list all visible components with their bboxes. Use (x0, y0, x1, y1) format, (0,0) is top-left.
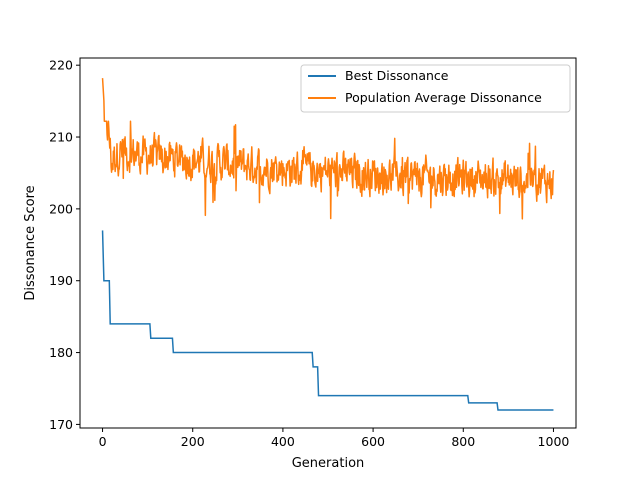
x-tick-label: 400 (271, 434, 295, 449)
y-tick-label: 220 (49, 58, 73, 73)
plot-frame (79, 57, 577, 429)
series-layer (101, 78, 555, 411)
y-tick-label: 170 (49, 417, 73, 432)
legend-box (300, 64, 571, 113)
series-line-population-average (101, 78, 555, 220)
x-tick-label: 600 (361, 434, 385, 449)
y-tick-label: 180 (49, 345, 73, 360)
legend: Best Dissonance Population Average Disso… (300, 64, 571, 113)
x-tick-label: 1000 (538, 434, 570, 449)
y-axis: 170 180 190 200 210 220 (49, 58, 80, 432)
y-tick-label: 210 (49, 130, 73, 145)
x-tick-label: 200 (181, 434, 205, 449)
x-axis-label: Generation (292, 456, 365, 471)
legend-label-population-average: Population Average Dissonance (345, 90, 542, 105)
y-tick-label: 190 (49, 273, 73, 288)
legend-label-best: Best Dissonance (345, 68, 449, 83)
y-tick-label: 200 (49, 201, 73, 216)
x-tick-label: 800 (451, 434, 475, 449)
x-tick-label: 0 (99, 434, 107, 449)
x-axis: 0 200 400 600 800 1000 (99, 428, 570, 449)
y-axis-label: Dissonance Score (23, 185, 38, 300)
series-line-best (101, 230, 554, 411)
